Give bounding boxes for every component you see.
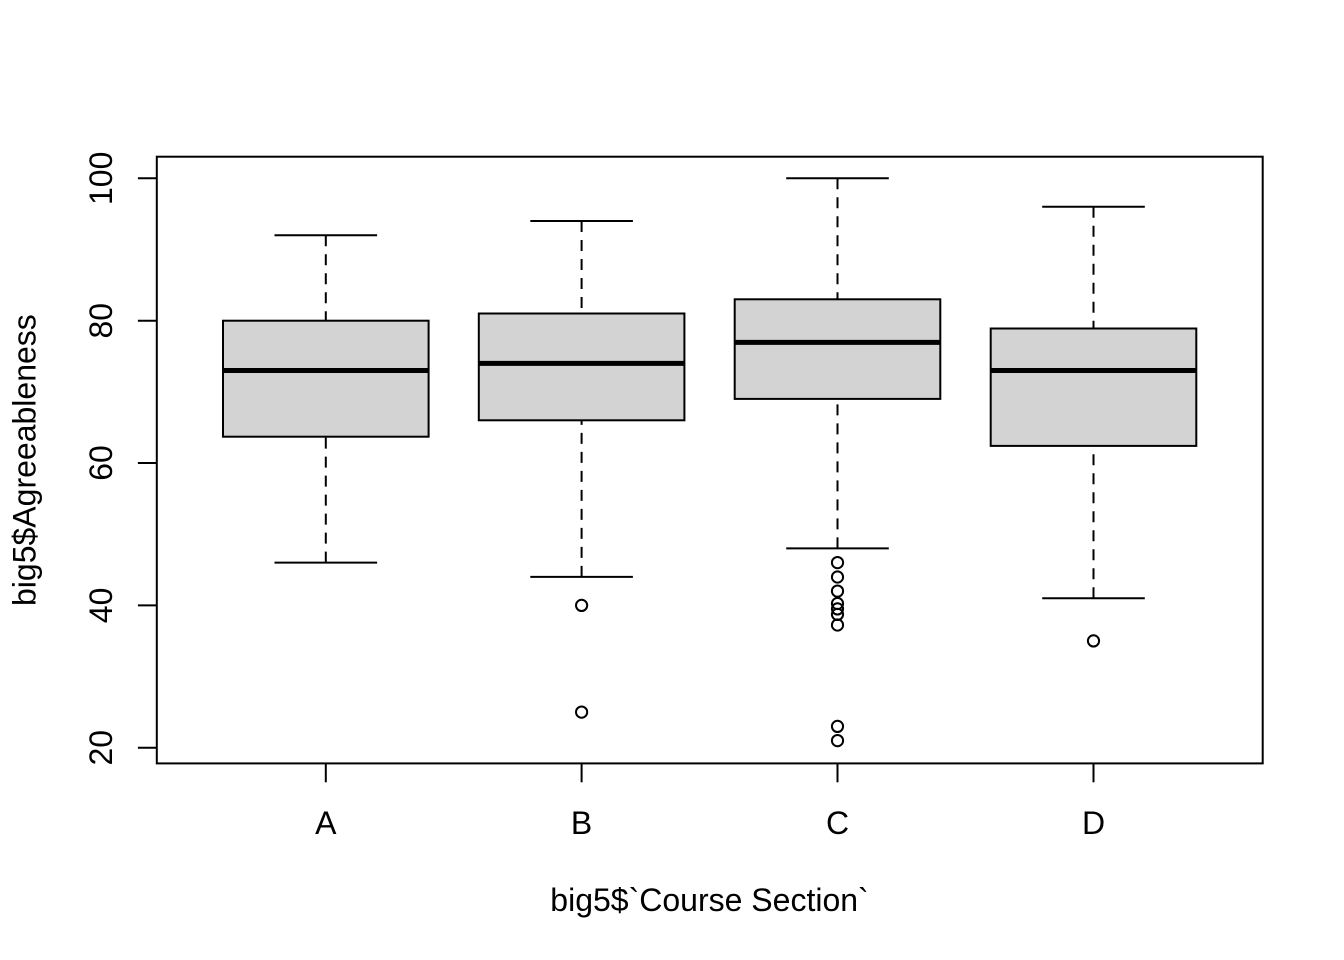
svg-text:80: 80 — [83, 303, 119, 339]
svg-text:big5$`Course Section`: big5$`Course Section` — [550, 882, 868, 918]
svg-text:20: 20 — [83, 730, 119, 766]
svg-text:100: 100 — [83, 152, 119, 205]
svg-text:40: 40 — [83, 588, 119, 624]
svg-text:60: 60 — [83, 445, 119, 481]
svg-text:C: C — [826, 805, 849, 841]
svg-text:B: B — [571, 805, 592, 841]
svg-text:D: D — [1082, 805, 1105, 841]
svg-text:A: A — [315, 805, 337, 841]
svg-text:big5$Agreeableness: big5$Agreeableness — [7, 314, 43, 606]
